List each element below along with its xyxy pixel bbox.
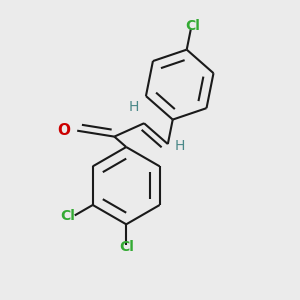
Text: Cl: Cl — [185, 19, 200, 33]
Text: Cl: Cl — [119, 241, 134, 254]
Text: O: O — [58, 123, 70, 138]
Text: H: H — [128, 100, 139, 114]
Text: H: H — [175, 139, 185, 152]
Text: Cl: Cl — [60, 209, 75, 223]
